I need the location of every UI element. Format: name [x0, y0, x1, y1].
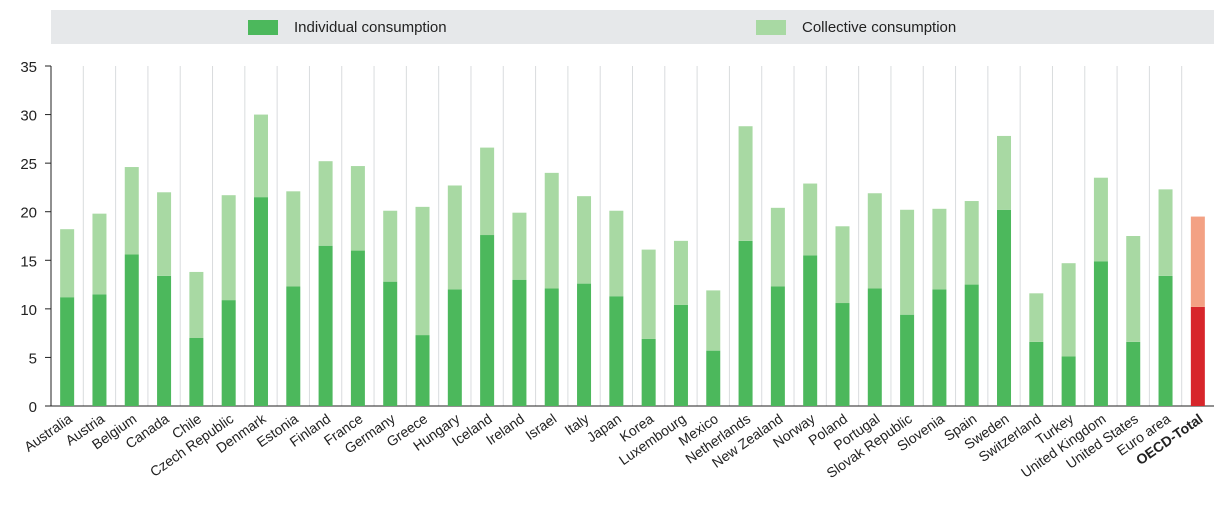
bar-individual — [673, 304, 688, 406]
bar-collective — [803, 183, 818, 256]
bar-individual — [900, 314, 915, 406]
bar-individual — [835, 303, 850, 406]
bar-individual — [997, 209, 1012, 406]
bar-individual — [738, 240, 753, 406]
bar-collective — [383, 210, 398, 282]
bar-collective — [60, 229, 75, 298]
bar-individual — [512, 279, 527, 406]
y-tick-label: 30 — [20, 108, 37, 125]
bar-collective — [997, 135, 1012, 210]
bar-collective — [512, 212, 527, 280]
bar-collective — [1061, 263, 1076, 357]
y-tick-label: 0 — [29, 399, 37, 416]
y-tick-label: 15 — [20, 253, 37, 270]
legend-swatch-collective — [756, 19, 786, 35]
y-tick-label: 25 — [20, 156, 37, 173]
bar-collective — [480, 147, 495, 236]
legend: Individual consumption Collective consum… — [51, 10, 1214, 44]
legend-label-individual: Individual consumption — [294, 18, 447, 36]
bar-individual — [350, 250, 365, 406]
bar-individual — [964, 284, 979, 406]
bar-individual — [609, 296, 624, 406]
bar-individual — [157, 275, 172, 406]
y-tick-label: 20 — [20, 205, 37, 222]
bar-collective — [706, 290, 721, 351]
bar-individual — [770, 286, 785, 406]
bar-collective — [447, 185, 462, 290]
bar-individual — [1029, 341, 1044, 406]
y-tick-label: 35 — [20, 59, 37, 76]
y-tick-label: 5 — [29, 350, 37, 367]
bar-individual — [1190, 306, 1205, 406]
bar-collective — [92, 213, 107, 295]
x-tick-label: Japan — [584, 410, 624, 445]
bar-collective — [867, 193, 882, 289]
bar-collective — [673, 240, 688, 305]
bar-collective — [253, 114, 268, 198]
bar-individual — [286, 286, 301, 406]
bar-collective — [286, 191, 301, 287]
bar-collective — [964, 201, 979, 285]
bar-individual — [1061, 356, 1076, 406]
bar-individual — [60, 297, 75, 406]
bar-collective — [932, 208, 947, 290]
bar-individual — [577, 283, 592, 406]
legend-label-collective: Collective consumption — [802, 18, 957, 36]
bar-individual — [480, 235, 495, 406]
bar-collective — [738, 126, 753, 241]
bar-individual — [867, 288, 882, 406]
bar-individual — [803, 255, 818, 406]
bar-collective — [350, 166, 365, 251]
legend-item-collective: Collective consumption — [756, 10, 956, 44]
bar-collective — [415, 206, 430, 336]
bar-collective — [189, 271, 204, 338]
bar-individual — [92, 294, 107, 406]
bar-individual — [383, 281, 398, 406]
bar-individual — [1126, 341, 1141, 406]
bar-collective — [1126, 236, 1141, 342]
bar-individual — [318, 245, 333, 406]
bar-collective — [1190, 216, 1205, 307]
bar-collective — [318, 161, 333, 246]
bar-collective — [900, 209, 915, 315]
bar-individual — [706, 350, 721, 406]
y-tick-label: 10 — [20, 302, 37, 319]
bar-collective — [221, 195, 236, 301]
legend-swatch-individual — [248, 19, 278, 35]
x-tick-label: Israel — [522, 410, 559, 443]
bar-collective — [770, 207, 785, 287]
bar-collective — [1093, 177, 1108, 262]
bar-collective — [609, 210, 624, 297]
bar-individual — [1093, 261, 1108, 406]
bar-collective — [1029, 293, 1044, 342]
bar-individual — [447, 289, 462, 406]
bar-collective — [577, 196, 592, 284]
bar-collective — [641, 249, 656, 339]
bar-collective — [835, 226, 850, 304]
bar-collective — [1158, 189, 1173, 276]
bar-individual — [124, 254, 139, 406]
bar-collective — [124, 167, 139, 255]
bar-individual — [415, 335, 430, 406]
legend-item-individual: Individual consumption — [248, 10, 447, 44]
bar-collective — [157, 192, 172, 276]
bar-individual — [253, 197, 268, 406]
bar-individual — [641, 338, 656, 406]
bar-collective — [544, 172, 559, 289]
bar-individual — [932, 289, 947, 406]
bar-individual — [544, 288, 559, 406]
bar-individual — [189, 338, 204, 406]
bar-individual — [221, 300, 236, 406]
bar-individual — [1158, 275, 1173, 406]
